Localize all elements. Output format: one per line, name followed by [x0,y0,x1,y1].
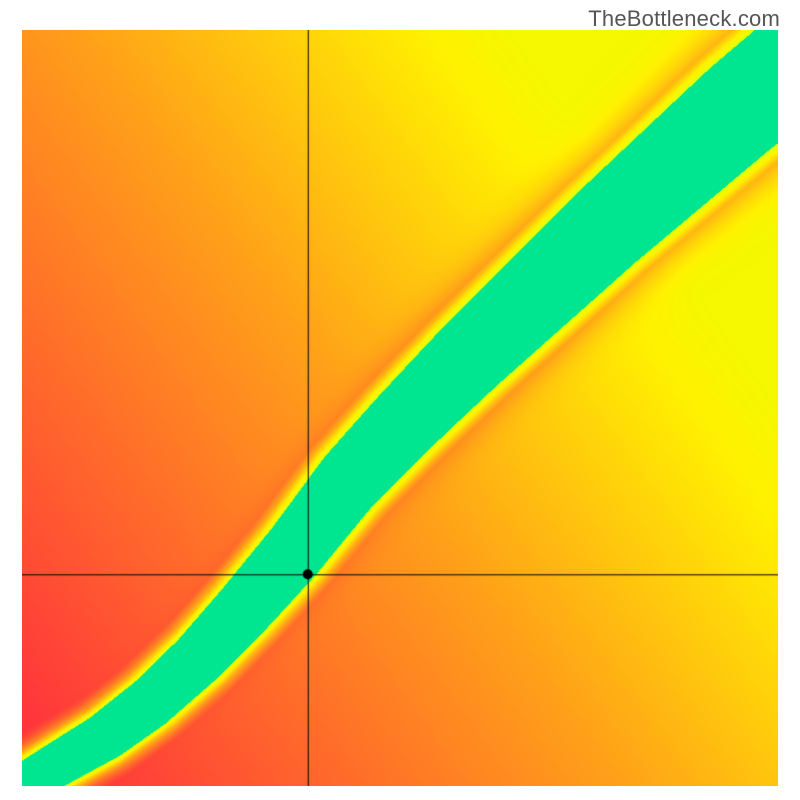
bottleneck-heatmap [22,30,778,786]
watermark-text: TheBottleneck.com [588,6,780,32]
chart-container: TheBottleneck.com [0,0,800,800]
